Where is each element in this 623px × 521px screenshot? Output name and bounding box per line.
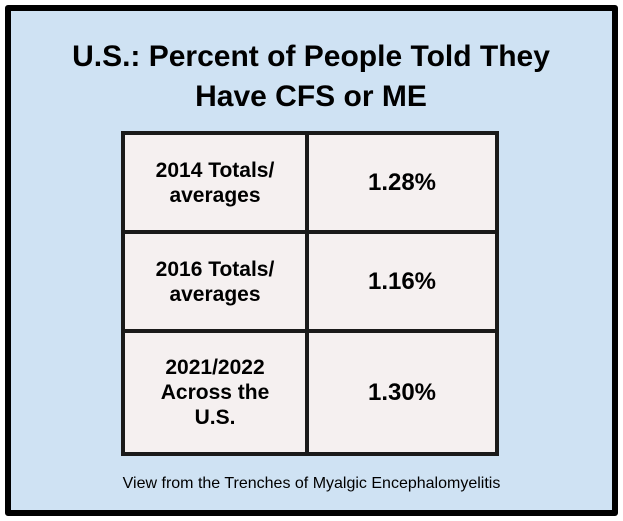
title: U.S.: Percent of People Told They Have C…: [72, 40, 550, 113]
row-label-cell: 2014 Totals/ averages: [121, 131, 309, 234]
credit: View from the Trenches of Myalgic Enceph…: [122, 475, 501, 492]
table-row: 2014 Totals/ averages 1.28%: [121, 131, 499, 234]
frame: U.S.: Percent of People Told They Have C…: [5, 5, 618, 516]
row-label-cell: 2021/2022 Across the U.S.: [121, 329, 309, 456]
table-row: 2021/2022 Across the U.S. 1.30%: [121, 329, 499, 456]
value-cell: 1.30%: [305, 329, 499, 456]
row-label: 2014 Totals/ averages: [155, 158, 275, 207]
row-label: 2016 Totals/ averages: [155, 257, 275, 306]
value-cell: 1.28%: [305, 131, 499, 234]
row-label-cell: 2016 Totals/ averages: [121, 230, 309, 333]
value-cell: 1.16%: [305, 230, 499, 333]
row-label: 2021/2022 Across the U.S.: [160, 356, 270, 429]
data-table: 2014 Totals/ averages 1.28% 2016 Totals/…: [121, 131, 499, 456]
table-row: 2016 Totals/ averages 1.16%: [121, 230, 499, 333]
